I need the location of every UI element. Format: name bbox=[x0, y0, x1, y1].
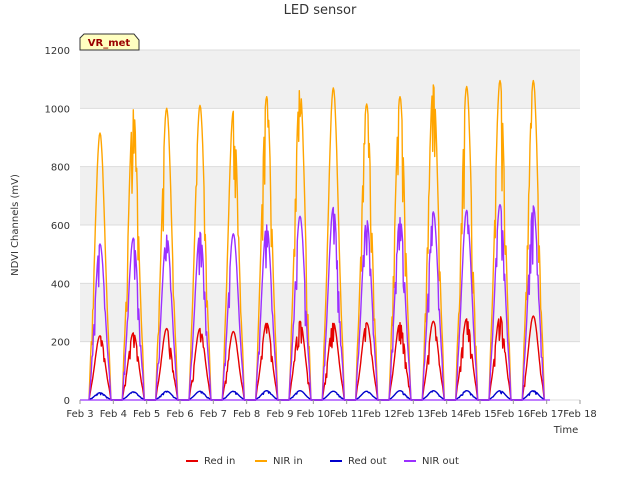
legend-item-nir-in: NIR in bbox=[255, 456, 303, 467]
y-tick-label: 1000 bbox=[45, 104, 70, 115]
x-tick-label: Feb 18 bbox=[563, 409, 597, 420]
x-tick-label: Feb 8 bbox=[233, 409, 260, 420]
x-tick-label: Feb 15 bbox=[463, 409, 497, 420]
y-tick-label: 1200 bbox=[45, 46, 70, 57]
x-tick-label: Feb 4 bbox=[100, 409, 127, 420]
x-axis-label: Time bbox=[553, 425, 578, 436]
legend-item-nir-out: NIR out bbox=[404, 456, 459, 467]
x-tick-label: Feb 13 bbox=[397, 409, 431, 420]
legend-label: NIR in bbox=[273, 456, 303, 467]
y-tick-label: 800 bbox=[51, 163, 70, 174]
legend-item-red-out: Red out bbox=[330, 456, 387, 467]
x-tick-label: Feb 10 bbox=[297, 409, 331, 420]
x-tick-label: Feb 9 bbox=[266, 409, 293, 420]
x-tick-label: Feb 17 bbox=[530, 409, 564, 420]
x-tick-label: Feb 3 bbox=[66, 409, 93, 420]
annotation-label: VR_met bbox=[88, 38, 131, 49]
x-tick-label: Feb 5 bbox=[133, 409, 160, 420]
y-tick-label: 0 bbox=[64, 396, 70, 407]
chart-title: LED sensor bbox=[284, 3, 357, 18]
x-tick-label: Feb 7 bbox=[200, 409, 227, 420]
legend-item-red-in: Red in bbox=[186, 456, 235, 467]
x-tick-label: Feb 14 bbox=[430, 409, 464, 420]
legend-label: NIR out bbox=[422, 456, 459, 467]
y-tick-label: 600 bbox=[51, 221, 70, 232]
x-tick-label: Feb 12 bbox=[363, 409, 397, 420]
y-tick-label: 200 bbox=[51, 338, 70, 349]
x-tick-label: Feb 11 bbox=[330, 409, 364, 420]
y-axis-label: NDVI Channels (mV) bbox=[10, 174, 21, 276]
x-tick-label: Feb 6 bbox=[166, 409, 193, 420]
x-tick-label: Feb 16 bbox=[497, 409, 531, 420]
legend-label: Red in bbox=[204, 456, 235, 467]
grid-band bbox=[80, 50, 580, 109]
y-tick-label: 400 bbox=[51, 279, 70, 290]
annotation-box: VR_met bbox=[79, 33, 140, 51]
legend-label: Red out bbox=[348, 456, 387, 467]
